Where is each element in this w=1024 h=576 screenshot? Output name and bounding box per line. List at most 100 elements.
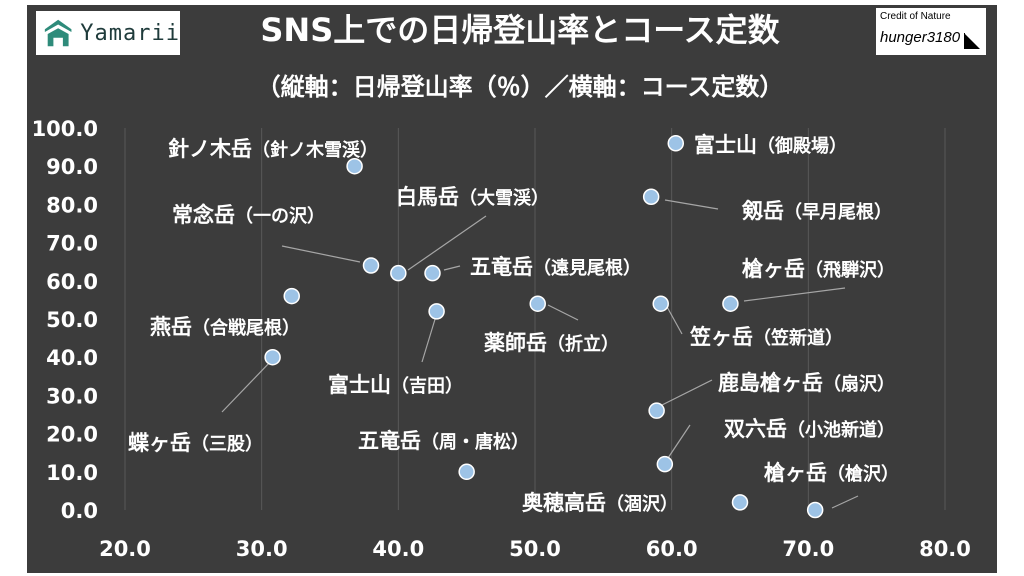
x-tick-label: 30.0 <box>236 537 288 561</box>
point-label: 笠ヶ岳（笠新道） <box>689 325 843 349</box>
y-tick-label: 90.0 <box>46 155 98 179</box>
data-point <box>390 264 407 282</box>
point-name: 槍ヶ岳 <box>742 257 805 281</box>
point-name: 奥穂高岳 <box>522 491 606 515</box>
point-route: （大雪渓） <box>459 187 549 209</box>
point-route: （針ノ木雪渓） <box>252 139 378 161</box>
point-label: 白馬岳（大雪渓） <box>396 185 549 209</box>
x-tick-label: 40.0 <box>372 537 424 561</box>
data-point <box>458 463 475 481</box>
point-label: 剱岳（早月尾根） <box>741 199 892 223</box>
point-route: （一の沢） <box>235 205 325 227</box>
leader-line <box>407 215 487 271</box>
point-name: 槍ヶ岳 <box>764 461 827 485</box>
y-tick-label: 30.0 <box>46 384 98 408</box>
leader-line <box>443 265 461 271</box>
point-label: 鹿島槍ヶ岳（扇沢） <box>718 371 895 395</box>
logo-text: Yamarii <box>80 20 180 46</box>
y-tick-label: 70.0 <box>46 232 98 256</box>
point-label: 薬師岳（折立） <box>484 331 619 355</box>
data-point <box>667 135 685 152</box>
data-point <box>283 287 300 305</box>
leader-line <box>421 315 437 363</box>
data-point <box>722 295 739 312</box>
triangle-mark-icon <box>964 33 980 49</box>
data-point <box>731 494 749 511</box>
leader-lines <box>221 199 859 509</box>
data-point <box>424 264 441 282</box>
credit-box: Credit of Nature hunger3180 <box>876 8 986 55</box>
mountain-logo-icon <box>44 19 72 47</box>
point-labels: 針ノ木岳（針ノ木雪渓） 富士山（御殿場） 剱岳（早月尾根） 常念岳（一の沢） 白馬岳（大… <box>128 133 899 515</box>
leader-line <box>661 379 713 406</box>
point-route: （吉田） <box>391 375 463 397</box>
y-tick-label: 80.0 <box>46 193 98 217</box>
data-point <box>529 295 546 312</box>
point-label: 五竜岳（周・唐松） <box>358 429 529 453</box>
point-name: 燕岳 <box>150 315 192 339</box>
y-tick-label: 20.0 <box>46 423 98 447</box>
point-name: 蝶ヶ岳 <box>128 431 191 455</box>
point-label: 双六岳（小池新道） <box>724 417 895 441</box>
point-label: 常念岳（一の沢） <box>172 203 325 227</box>
x-tick-label: 80.0 <box>919 537 971 561</box>
leader-line <box>664 199 719 210</box>
point-name: 針ノ木岳 <box>168 137 252 161</box>
point-route: （笠新道） <box>753 327 843 349</box>
y-tick-label: 50.0 <box>46 308 98 332</box>
credit-author: hunger3180 <box>880 29 961 46</box>
leader-line <box>667 424 691 459</box>
point-name: 五竜岳 <box>358 429 421 453</box>
point-label: 奥穂高岳（涸沢） <box>522 491 678 515</box>
point-name: 五竜岳 <box>470 255 533 279</box>
data-point <box>264 348 281 366</box>
y-tick-label: 100.0 <box>32 117 98 141</box>
data-point <box>652 295 669 312</box>
y-tick-label: 10.0 <box>46 461 98 485</box>
point-route: （周・唐松） <box>421 431 529 453</box>
x-tick-label: 60.0 <box>646 537 698 561</box>
data-points <box>264 135 824 519</box>
leader-line <box>743 287 846 302</box>
point-label: 槍ヶ岳（飛騨沢） <box>742 257 895 281</box>
point-route: （御殿場） <box>757 135 847 157</box>
point-route: （槍沢） <box>827 463 899 485</box>
x-axis-ticks: 20.0 30.0 40.0 50.0 60.0 70.0 80.0 <box>99 537 971 561</box>
data-point <box>346 157 363 175</box>
y-tick-label: 0.0 <box>61 499 98 523</box>
credit-label: Credit of Nature <box>880 11 951 22</box>
point-route: （飛騨沢） <box>805 259 895 281</box>
data-point <box>656 455 674 473</box>
point-label: 蝶ヶ岳（三股） <box>128 431 263 455</box>
point-route: （涸沢） <box>606 493 678 515</box>
point-route: （三股） <box>191 434 263 455</box>
chart-subtitle: （縦軸：日帰登山率（％）／横軸：コース定数） <box>256 73 784 101</box>
point-route: （扇沢） <box>823 373 895 395</box>
data-point <box>642 188 660 206</box>
chart-title: SNS上での日帰登山率とコース定数 <box>260 11 780 49</box>
point-route: （合戦尾根） <box>192 317 300 339</box>
point-name: 白馬岳 <box>396 185 459 209</box>
point-label: 五竜岳（遠見尾根） <box>470 255 641 279</box>
point-label: 富士山（御殿場） <box>694 133 847 157</box>
x-tick-label: 50.0 <box>509 537 561 561</box>
point-label: 槍ヶ岳（槍沢） <box>764 461 899 485</box>
point-label: 燕岳（合戦尾根） <box>150 315 300 339</box>
leader-line <box>665 304 683 335</box>
point-name: 鹿島槍ヶ岳 <box>718 371 823 395</box>
y-axis-ticks: 0.0 10.0 20.0 30.0 40.0 50.0 60.0 70.0 80.0 90.0 1… <box>32 117 98 523</box>
leader-line <box>281 245 361 263</box>
point-name: 常念岳 <box>172 203 235 227</box>
x-tick-label: 70.0 <box>782 537 834 561</box>
leader-line <box>831 495 859 509</box>
y-tick-label: 60.0 <box>46 270 98 294</box>
point-route: （早月尾根） <box>784 201 892 223</box>
leader-line <box>547 304 579 321</box>
data-point <box>362 257 380 274</box>
data-point <box>428 303 445 320</box>
point-route: （折立） <box>547 333 619 355</box>
point-label: 富士山（吉田） <box>328 373 463 397</box>
point-name: 双六岳 <box>724 417 787 441</box>
leader-line <box>221 359 273 413</box>
